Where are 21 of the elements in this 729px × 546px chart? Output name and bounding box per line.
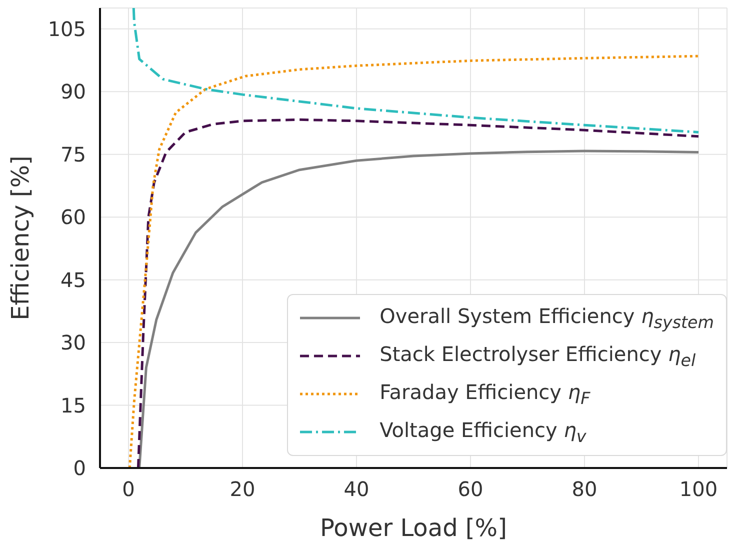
x-tick-label: 80 xyxy=(572,477,598,502)
y-axis-title: Efficiency [%] xyxy=(6,156,35,320)
x-axis-title: Power Load [%] xyxy=(320,514,507,542)
x-tick-label: 100 xyxy=(679,477,718,502)
x-tick-label: 20 xyxy=(230,477,256,502)
y-tick-label: 105 xyxy=(48,17,86,42)
x-tick-label: 60 xyxy=(458,477,484,502)
line-series xyxy=(132,8,700,134)
y-tick-label: 30 xyxy=(60,330,86,355)
y-tick-label: 60 xyxy=(60,205,86,230)
y-tick-label: 15 xyxy=(60,393,86,418)
y-tick-label: 0 xyxy=(73,456,86,480)
legend-label: Voltage Efficiency η$_{v}$ xyxy=(380,418,586,446)
legend-label: Stack Electrolyser Efficiency η$_{el}$ xyxy=(380,342,696,370)
y-tick-label: 45 xyxy=(60,268,86,292)
y-tick-label: 90 xyxy=(60,80,86,104)
y-tick-label: 75 xyxy=(60,142,86,166)
x-tick-label: 40 xyxy=(344,477,370,502)
legend-label: Faraday Efficiency η$_{F}$ xyxy=(380,380,590,408)
x-tick-label: 0 xyxy=(122,477,135,502)
legend-label: Overall System Efficiency η$_{system}$ xyxy=(380,304,714,332)
